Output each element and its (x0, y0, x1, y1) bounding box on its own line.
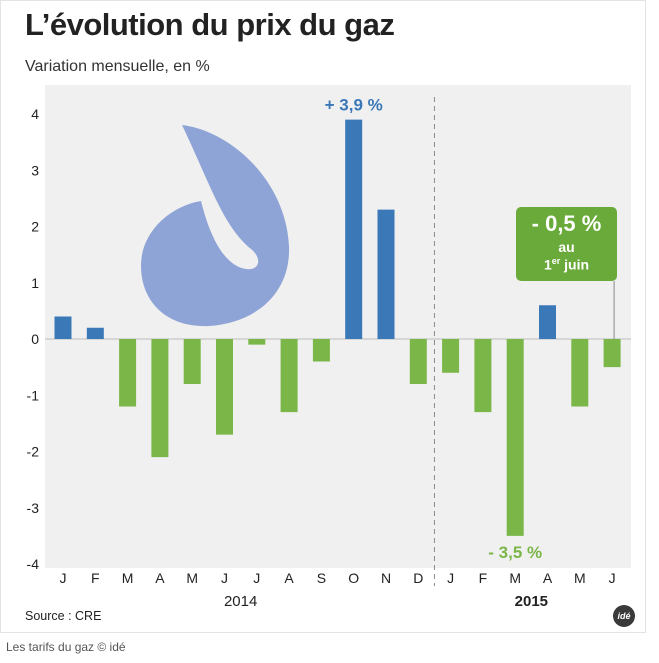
x-tick-label: D (413, 570, 423, 586)
x-tick-label: J (253, 570, 260, 586)
y-tick-label: 4 (31, 106, 39, 122)
bar (345, 119, 363, 339)
bar (506, 339, 524, 536)
x-tick-label: N (381, 570, 391, 586)
callout-line-au: au (558, 239, 575, 255)
bar (474, 339, 492, 413)
y-tick-label: -2 (27, 444, 40, 460)
bar-chart: 4 3 2 1 0 -1 -2 -3 -4 J F M A M J J A S O N D J F M A M J 2014 2015… (27, 96, 631, 610)
y-tick-label: -3 (27, 500, 40, 516)
x-tick-label: M (574, 570, 586, 586)
callout-day-suffix: er (551, 256, 561, 266)
bar (119, 339, 137, 407)
x-tick-label: A (543, 570, 553, 586)
y-tick-label: -4 (27, 556, 40, 572)
x-tick-label: M (122, 570, 134, 586)
infographic-card: L’évolution du prix du gaz Variation men… (0, 0, 646, 633)
bar (409, 339, 427, 384)
callout-month: juin (564, 256, 590, 273)
source-note: Source : CRE (25, 609, 102, 623)
x-tick-label: A (284, 570, 294, 586)
x-tick-label: J (609, 570, 616, 586)
year-label: 2015 (515, 593, 548, 610)
bar (377, 209, 395, 339)
bar (183, 339, 201, 384)
x-tick-label: O (348, 570, 359, 586)
chart-title: L’évolution du prix du gaz (25, 7, 395, 42)
x-tick-label: J (221, 570, 228, 586)
gas-flame-icon (141, 125, 290, 327)
plot-background (45, 85, 631, 568)
chart-subtitle: Variation mensuelle, en % (25, 58, 210, 75)
y-tick-label: 3 (31, 162, 39, 178)
callout-day: 1 (543, 256, 552, 273)
bar (442, 339, 460, 373)
x-tick-label: M (509, 570, 521, 586)
bar (539, 305, 556, 339)
x-tick-label: M (186, 570, 198, 586)
x-tick-label: J (60, 570, 67, 586)
bar (312, 339, 330, 362)
bar (54, 316, 72, 339)
bar (248, 339, 266, 345)
bar (603, 339, 621, 368)
y-tick-label: 2 (31, 219, 39, 235)
x-tick-label: F (479, 570, 488, 586)
bar (86, 327, 104, 339)
x-tick-label: S (317, 570, 326, 586)
callout-value: - 0,5 % (531, 211, 602, 236)
y-tick-label: -1 (27, 387, 40, 403)
bar (571, 339, 589, 407)
data-label: - 3,5 % (488, 543, 542, 562)
x-tick-label: J (447, 570, 454, 586)
data-label: + 3,9 % (325, 96, 383, 115)
june-callout-box: - 0,5 % au 1er juin (516, 207, 617, 281)
bar (151, 339, 169, 458)
image-caption: Les tarifs du gaz © idé (6, 640, 126, 654)
bar (216, 339, 233, 435)
callout-line-date: 1er juin (516, 256, 617, 273)
x-tick-label: F (91, 570, 100, 586)
bar (280, 339, 298, 413)
ide-logo: idé (613, 605, 635, 627)
y-tick-label: 0 (31, 331, 39, 347)
x-tick-label: A (155, 570, 165, 586)
y-tick-label: 1 (31, 275, 39, 291)
year-label: 2014 (224, 593, 257, 610)
